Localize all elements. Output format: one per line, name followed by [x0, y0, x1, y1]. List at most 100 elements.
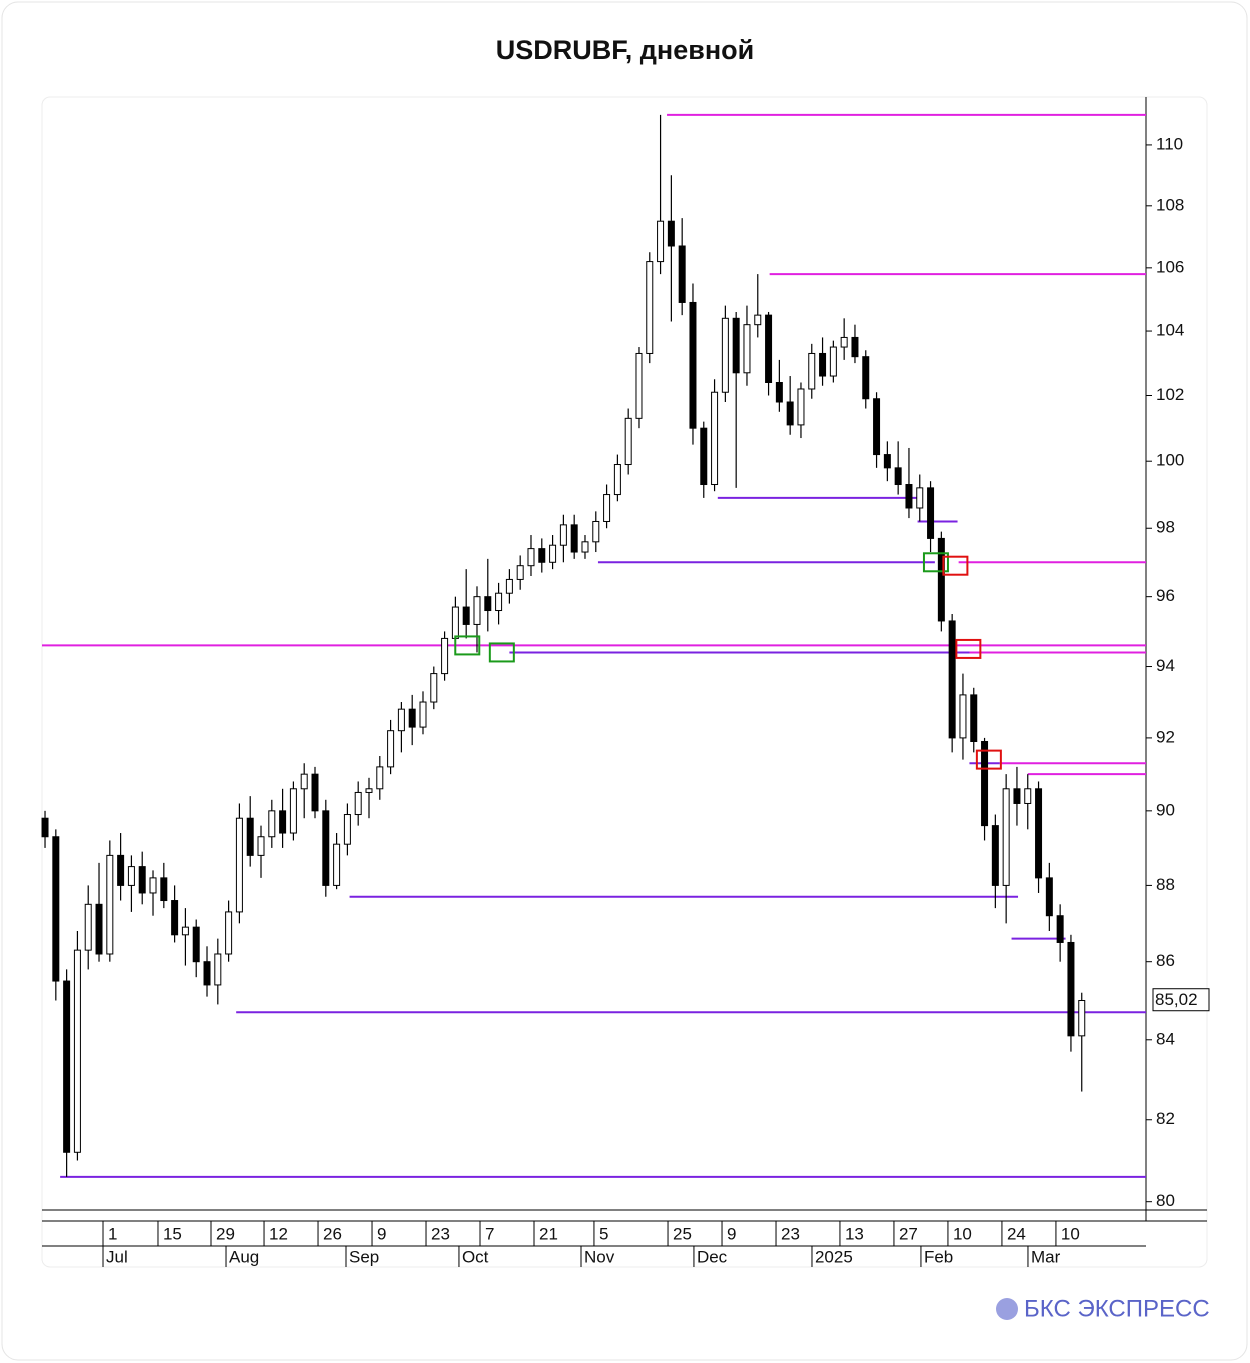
candle-body: [700, 427, 708, 486]
candle-body: [171, 900, 179, 936]
candle-body: [516, 565, 524, 580]
candle-body: [127, 866, 135, 886]
candle-body: [765, 314, 773, 384]
candle-body: [959, 694, 967, 739]
x-tick-label: 12: [269, 1224, 288, 1243]
y-tick-label: 110: [1156, 134, 1183, 153]
candle-body: [775, 382, 783, 403]
y-tick-label: 98: [1156, 518, 1175, 537]
y-tick-label: 106: [1156, 257, 1184, 276]
candle-body: [1035, 788, 1043, 879]
candle-body: [819, 352, 827, 377]
x-tick-label: 27: [899, 1224, 918, 1243]
candle-body: [279, 810, 287, 834]
candle-body: [214, 953, 222, 986]
candle-body: [797, 388, 805, 426]
x-tick-label: 23: [431, 1224, 450, 1243]
signal-box: [488, 642, 515, 663]
candle-body: [138, 866, 146, 894]
candle-body: [581, 541, 589, 553]
candle-body: [365, 788, 373, 793]
candle-body: [1056, 915, 1064, 943]
candle-body: [181, 926, 189, 936]
candle-body: [95, 903, 103, 955]
candle-body: [408, 708, 416, 728]
candle-body: [117, 854, 125, 886]
candle-body: [883, 454, 891, 469]
candle-body: [592, 520, 600, 543]
candle-body: [927, 487, 935, 539]
candle-body: [1067, 941, 1075, 1037]
x-tick-label: 24: [1007, 1224, 1026, 1243]
candle-body: [73, 949, 81, 1153]
brand-icon: [996, 1298, 1018, 1320]
signal-box: [955, 638, 982, 659]
candle-body: [333, 843, 341, 886]
x-tick-label: 5: [599, 1224, 608, 1243]
candle-body: [937, 537, 945, 622]
y-tick-label: 88: [1156, 875, 1175, 894]
month-label: Jul: [106, 1247, 128, 1266]
candle-body: [451, 606, 459, 639]
x-tick-label: 26: [323, 1224, 342, 1243]
candle-body: [829, 346, 837, 377]
candle-body: [387, 730, 395, 768]
candle-body: [905, 484, 913, 509]
candle-body: [570, 524, 578, 553]
candle-body: [473, 596, 481, 625]
y-tick-label: 82: [1156, 1109, 1175, 1128]
y-tick-label: 86: [1156, 951, 1175, 970]
candle-body: [1013, 788, 1021, 804]
candle-body: [376, 766, 384, 790]
candle-body: [711, 391, 719, 486]
y-tick-label: 92: [1156, 727, 1175, 746]
candle-body: [1002, 788, 1010, 886]
candle-body: [462, 606, 470, 625]
candle-body: [257, 836, 265, 856]
candle-body: [981, 741, 989, 827]
candle-body: [495, 592, 503, 612]
x-tick-label: 10: [1061, 1224, 1080, 1243]
x-tick-label: 9: [727, 1224, 736, 1243]
last-price-box: [1152, 988, 1210, 1012]
candle-body: [991, 825, 999, 886]
candle-body: [559, 524, 567, 546]
candle-body: [538, 548, 546, 563]
candle-body: [603, 494, 611, 522]
candle-body: [268, 810, 276, 838]
candle-body: [646, 261, 654, 354]
candle-body: [754, 314, 762, 326]
candle-body: [235, 817, 243, 913]
candle-body: [41, 817, 49, 838]
month-label: Feb: [924, 1247, 953, 1266]
x-tick-label: 15: [163, 1224, 182, 1243]
candle-body: [916, 487, 924, 509]
candle-body: [300, 773, 308, 790]
candle-body: [635, 352, 643, 419]
candle-body: [192, 926, 200, 963]
candle-body: [970, 694, 978, 743]
candle-body: [657, 220, 665, 263]
x-tick-label: 25: [673, 1224, 692, 1243]
candle-body: [106, 854, 114, 955]
candle-body: [1078, 1000, 1086, 1037]
y-tick-label: 80: [1156, 1191, 1175, 1210]
candle-body: [786, 401, 794, 426]
signal-box: [942, 555, 969, 576]
candle-body: [624, 417, 632, 466]
month-label: Aug: [229, 1247, 259, 1266]
candle-body: [63, 980, 71, 1153]
month-label: 2025: [815, 1247, 853, 1266]
y-tick-label: 102: [1156, 385, 1184, 404]
signal-box: [975, 749, 1002, 770]
month-label: Nov: [584, 1247, 615, 1266]
candle-body: [721, 317, 729, 393]
month-label: Dec: [697, 1247, 728, 1266]
x-tick-label: 1: [108, 1224, 117, 1243]
plot-frame: [41, 96, 1208, 1268]
x-tick-label: 10: [953, 1224, 972, 1243]
y-tick-label: 84: [1156, 1029, 1175, 1048]
month-label: Mar: [1031, 1247, 1061, 1266]
candle-body: [743, 324, 751, 374]
